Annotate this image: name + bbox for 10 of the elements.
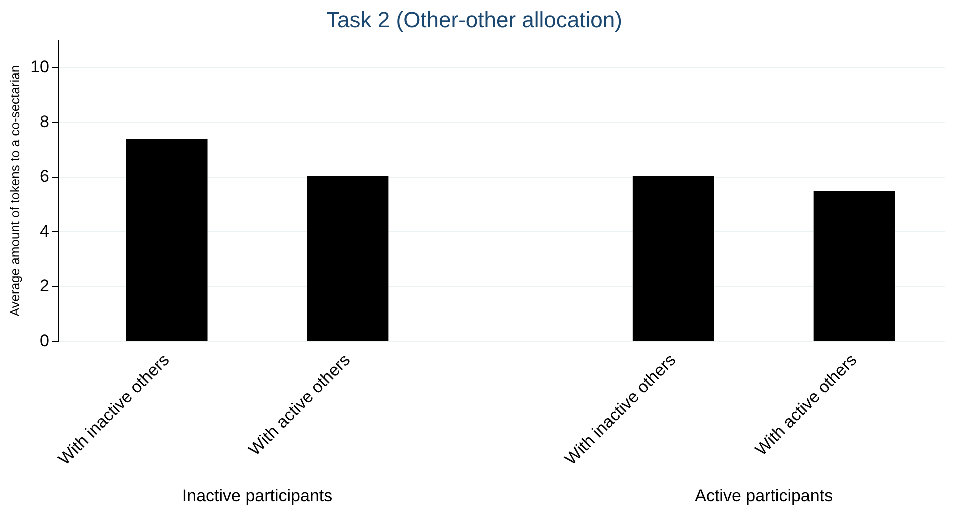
chart-title: Task 2 (Other-other allocation) <box>326 7 622 32</box>
y-tick-label: 6 <box>40 167 50 186</box>
y-tick-label: 4 <box>40 222 50 241</box>
text: Inactive participants <box>182 486 333 506</box>
y-tick-label: 0 <box>40 331 50 350</box>
y-tick-label: 8 <box>40 112 50 132</box>
y-tick-label: 2 <box>40 276 50 296</box>
text: Active participants <box>695 486 834 506</box>
y-axis-title: Average amount of tokens to a co-sectarian <box>7 65 22 317</box>
y-tick-label: 10 <box>30 57 50 76</box>
